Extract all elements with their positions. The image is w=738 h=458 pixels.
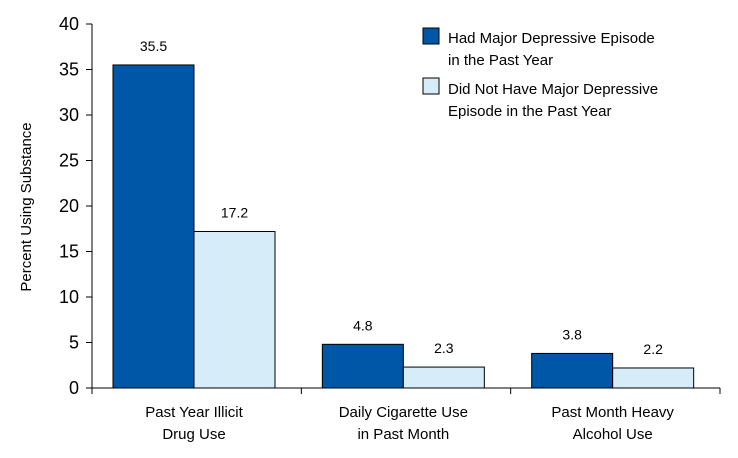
y-tick-label: 20 xyxy=(59,196,79,216)
bar-series-1-category-2 xyxy=(612,367,695,389)
y-axis-title: Percent Using Substance xyxy=(18,122,35,291)
y-tick-label: 25 xyxy=(59,151,79,171)
data-label: 3.8 xyxy=(562,326,582,342)
x-category-label: Alcohol Use xyxy=(573,426,653,443)
y-tick-label: 35 xyxy=(59,60,79,80)
legend-swatch-1 xyxy=(422,77,440,95)
data-label: 35.5 xyxy=(140,38,167,54)
data-label: 2.2 xyxy=(643,341,663,357)
y-tick-label: 0 xyxy=(69,378,79,398)
y-tick-label: 30 xyxy=(59,105,79,125)
bars xyxy=(112,64,695,389)
x-category-label: Past Year Illicit xyxy=(145,404,243,421)
y-axis: 0 5 10 15 20 25 30 35 40 xyxy=(59,14,93,398)
category-labels: Past Year Illicit Drug Use Daily Cigarette… xyxy=(145,404,674,443)
data-label: 4.8 xyxy=(353,317,373,333)
x-category-label: Daily Cigarette Use xyxy=(339,404,468,421)
y-tick-label: 40 xyxy=(59,14,79,34)
legend: Had Major Depressive Episode in the Past … xyxy=(422,27,658,120)
y-tick-label: 5 xyxy=(69,333,79,353)
legend-label-0: Had Major Depressive Episode xyxy=(448,30,655,47)
bar-series-0-category-0 xyxy=(112,64,195,389)
bar-series-0-category-2 xyxy=(531,352,614,389)
bar-series-1-category-0 xyxy=(193,230,276,389)
legend-label-1: Did Not Have Major Depressive xyxy=(448,81,658,98)
y-tick-label: 15 xyxy=(59,242,79,262)
legend-label-0: in the Past Year xyxy=(448,52,553,69)
legend-swatch-0 xyxy=(422,27,440,45)
bar-series-0-category-1 xyxy=(321,343,404,389)
x-category-label: Drug Use xyxy=(162,426,225,443)
legend-label-1: Episode in the Past Year xyxy=(448,103,611,120)
data-label: 17.2 xyxy=(221,204,248,220)
x-category-label: in Past Month xyxy=(357,426,449,443)
data-labels: 35.5 17.2 4.8 2.3 3.8 2.2 xyxy=(140,38,663,357)
x-category-label: Past Month Heavy xyxy=(551,404,674,421)
data-label: 2.3 xyxy=(434,340,454,356)
y-tick-label: 10 xyxy=(59,287,79,307)
bar-series-1-category-1 xyxy=(402,366,485,389)
x-axis xyxy=(91,387,721,394)
